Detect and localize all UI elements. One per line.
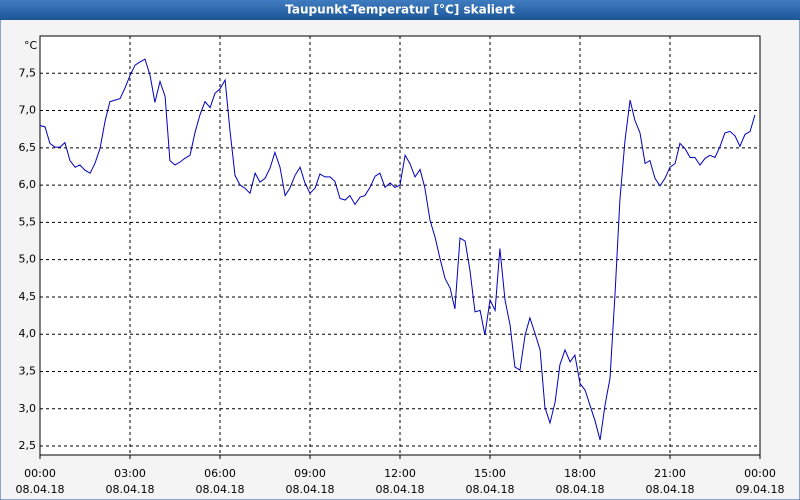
x-tick-date: 08.04.18 — [556, 483, 605, 496]
line-series — [39, 58, 756, 441]
title-bar — [0, 0, 800, 20]
y-tick-label: 2,5 — [19, 439, 37, 452]
x-tick-label: 09:00 — [294, 467, 326, 480]
y-tick-label: 3,0 — [19, 402, 37, 415]
x-tick-date: 08.04.18 — [106, 483, 155, 496]
y-tick-label: 4,0 — [19, 327, 37, 340]
x-tick-date: 08.04.18 — [196, 483, 245, 496]
y-tick-label: 7,5 — [19, 66, 37, 79]
x-tick-date: 09.04.18 — [736, 483, 785, 496]
chart-title: Taupunkt-Temperatur [°C] skaliert — [285, 3, 515, 17]
x-tick-label: 06:00 — [204, 467, 236, 480]
x-tick-date: 08.04.18 — [376, 483, 425, 496]
x-tick-label: 15:00 — [474, 467, 506, 480]
y-tick-label: 6,5 — [19, 141, 37, 154]
y-tick-label: 3,5 — [19, 364, 37, 377]
x-tick-label: 21:00 — [654, 467, 686, 480]
y-tick-label: 7,0 — [19, 104, 37, 117]
y-tick-label: 4,5 — [19, 290, 37, 303]
x-tick-label: 12:00 — [384, 467, 416, 480]
x-tick-label: 00:00 — [24, 467, 56, 480]
x-tick-date: 08.04.18 — [466, 483, 515, 496]
x-tick-label: 03:00 — [114, 467, 146, 480]
x-tick-date: 08.04.18 — [16, 483, 65, 496]
y-tick-label: 5,0 — [19, 253, 37, 266]
y-unit: °C — [24, 39, 38, 52]
x-tick-label: 18:00 — [564, 467, 596, 480]
y-tick-label: 5,5 — [19, 215, 37, 228]
x-tick-date: 08.04.18 — [646, 483, 695, 496]
x-tick-date: 08.04.18 — [286, 483, 335, 496]
y-tick-label: 6,0 — [19, 178, 37, 191]
x-tick-label: 00:00 — [744, 467, 776, 480]
